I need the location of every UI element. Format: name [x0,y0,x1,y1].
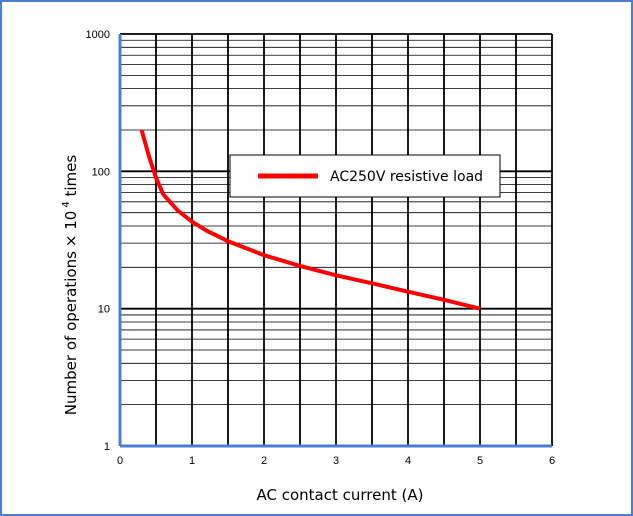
series-line [139,129,481,311]
y-axis-title-exponent: 4 [61,201,72,207]
y-tick-label: 100 [92,166,110,178]
x-tick-label: 1 [189,455,195,467]
axes [118,34,552,448]
y-axis-title: Number of operations × 10 4 times [61,155,80,416]
series-layer [139,129,481,311]
y-tick-label: 10 [98,304,110,316]
y-axis-title-base: 10 [62,211,80,235]
grid [120,33,553,447]
y-axis-title-times: × [62,235,80,248]
y-tick-label: 1 [104,441,110,453]
x-axis-title: AC contact current (A) [257,486,424,504]
x-tick-label: 3 [333,455,339,467]
y-tick-labels: 1 10 100 1000 [86,29,110,453]
legend-label: AC250V resistive load [330,169,483,185]
y-axis-title-prefix: Number of operations [62,251,80,415]
x-tick-label: 2 [261,455,267,467]
x-tick-label: 5 [477,455,483,467]
y-tick-label: 1000 [86,29,110,41]
x-tick-label: 6 [549,455,555,467]
x-tick-label: 4 [405,455,411,467]
y-axis-title-suffix: times [62,155,80,202]
x-tick-labels: 0 1 2 3 4 5 6 [117,455,555,467]
legend: AC250V resistive load [229,154,501,198]
x-tick-label: 0 [117,455,123,467]
